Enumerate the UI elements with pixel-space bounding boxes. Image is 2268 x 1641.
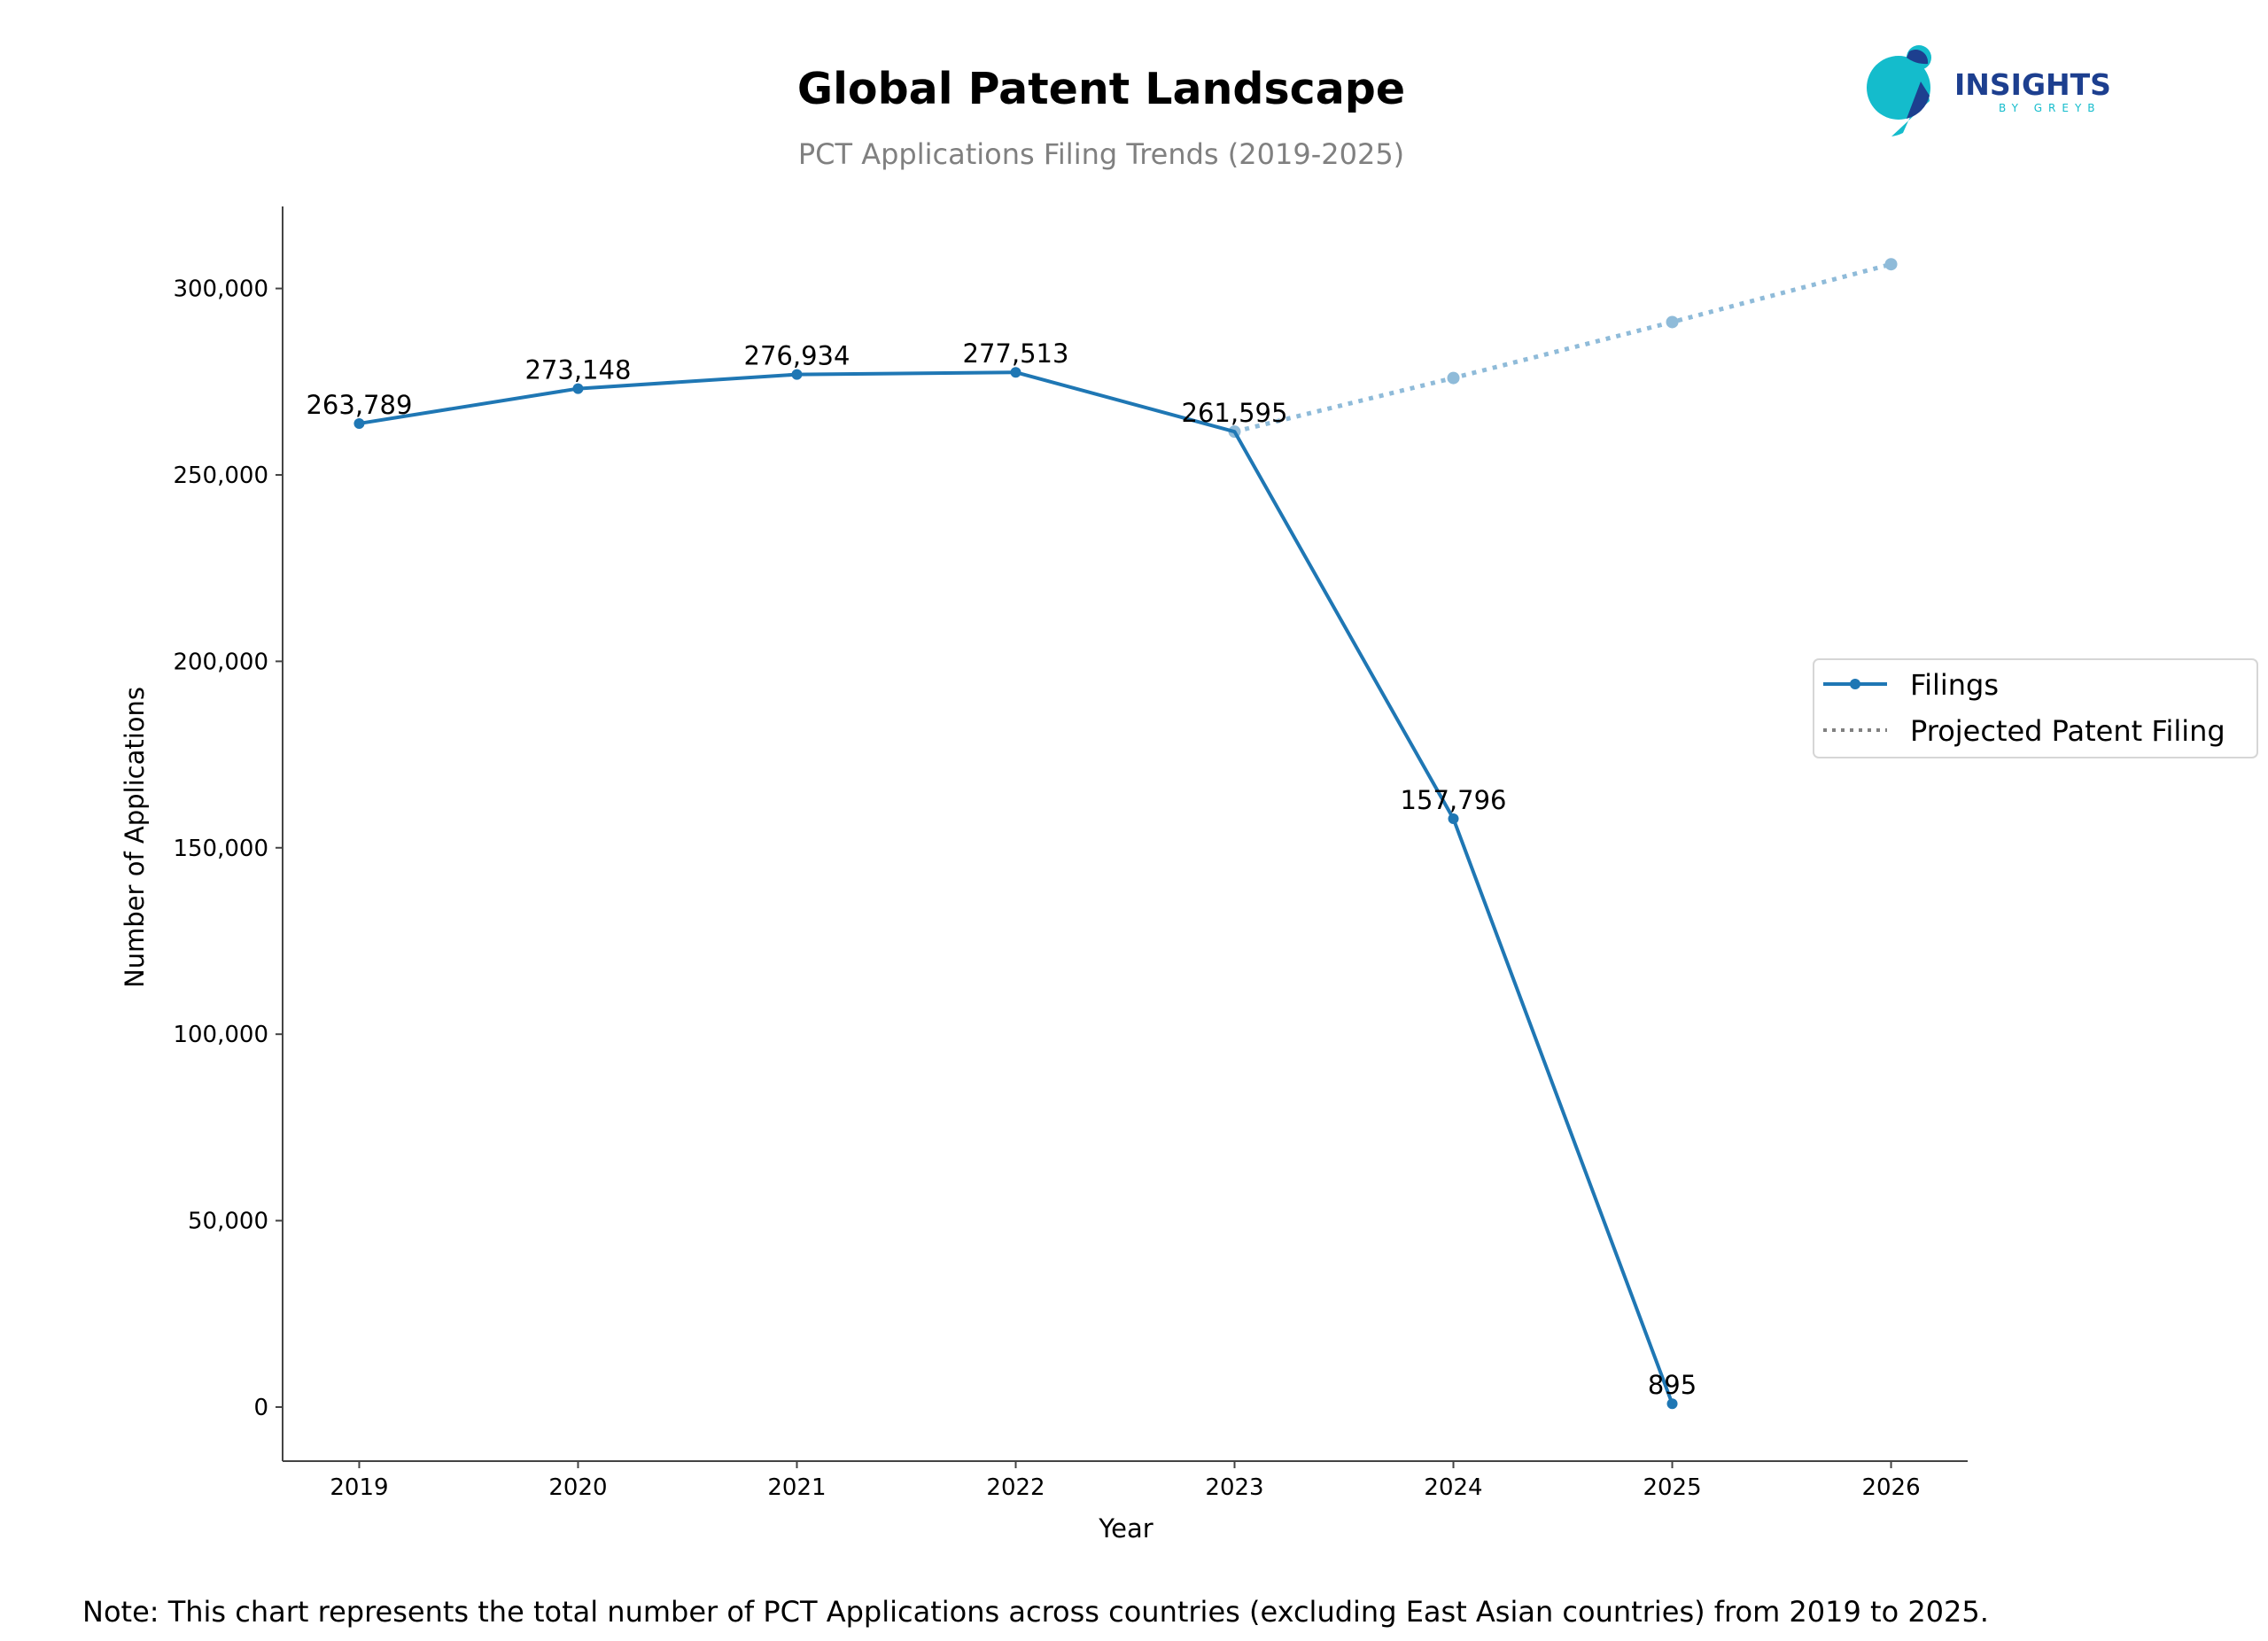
- filings-point-2020: [572, 383, 584, 394]
- x-tick-label: 2025: [1643, 1474, 1701, 1501]
- data-label-2025: 895: [1648, 1370, 1697, 1400]
- legend-label-projected: Projected Patent Filing: [1910, 714, 2225, 748]
- y-tick-label: 300,000: [173, 276, 268, 303]
- x-tick-label: 2020: [548, 1474, 607, 1501]
- y-tick-label: 0: [253, 1395, 268, 1421]
- projected-point-2024: [1447, 371, 1460, 385]
- y-tick-label: 250,000: [173, 463, 268, 489]
- data-label-2024: 157,796: [1401, 785, 1507, 815]
- data-label-2021: 276,934: [744, 341, 850, 371]
- y-tick-label: 200,000: [173, 649, 268, 675]
- filings-point-2019: [353, 417, 365, 429]
- y-tick-label: 150,000: [173, 836, 268, 862]
- legend: Filings Projected Patent Filing: [1813, 658, 2258, 758]
- logo-overlap-bottom-icon: [1907, 82, 1930, 119]
- legend-box: [1813, 658, 2258, 758]
- chart-subtitle: PCT Applications Filing Trends (2019-202…: [798, 137, 1404, 171]
- filings-line: [359, 370, 1674, 1404]
- x-axis-ticks: 2019 2020 2021 2022 2023 2024 2025 2026: [330, 1461, 1921, 1501]
- insights-logo: INSIGHTS BY GREYB: [1867, 45, 2111, 136]
- data-label-2022: 277,513: [963, 338, 1069, 369]
- filings-point-2022: [1010, 367, 1021, 378]
- data-labels: 263,789 273,148 276,934 277,513 261,595 157,7…: [306, 338, 1697, 1400]
- y-axis-label: Number of Applications: [120, 687, 150, 988]
- data-label-2019: 263,789: [306, 390, 412, 420]
- footnote: Note: This chart represents the total nu…: [82, 1595, 1989, 1629]
- projected-line: [1233, 261, 1892, 434]
- filings-point-2025: [1666, 1398, 1678, 1410]
- y-tick-label: 100,000: [173, 1022, 268, 1048]
- series-filings: [353, 367, 1678, 1410]
- legend-label-filings: Filings: [1910, 668, 1999, 702]
- chart-title: Global Patent Landscape: [797, 64, 1405, 114]
- series-projected-patent-filing: [1228, 258, 1898, 439]
- legend-filings-marker-icon: [1850, 679, 1860, 689]
- x-tick-label: 2019: [330, 1474, 388, 1501]
- data-label-2020: 273,148: [524, 355, 631, 385]
- filings-point-2021: [791, 369, 803, 380]
- x-tick-label: 2024: [1424, 1474, 1482, 1501]
- x-tick-label: 2026: [1861, 1474, 1920, 1501]
- logo-tagline: BY GREYB: [1999, 102, 2101, 114]
- logo-overlap-top-icon: [1907, 50, 1929, 65]
- projected-point-2025: [1666, 315, 1679, 329]
- x-tick-label: 2023: [1205, 1474, 1263, 1501]
- filings-point-2024: [1448, 813, 1459, 824]
- data-label-2023: 261,595: [1182, 398, 1288, 428]
- y-axis-ticks: 0 50,000 100,000 150,000 200,000 250,000 300,0…: [173, 276, 283, 1421]
- y-tick-label: 50,000: [188, 1209, 268, 1235]
- x-tick-label: 2022: [986, 1474, 1045, 1501]
- projected-point-2026: [1884, 258, 1898, 271]
- x-tick-label: 2021: [767, 1474, 826, 1501]
- logo-name: INSIGHTS: [1954, 67, 2111, 102]
- x-axis-label: Year: [1098, 1513, 1153, 1544]
